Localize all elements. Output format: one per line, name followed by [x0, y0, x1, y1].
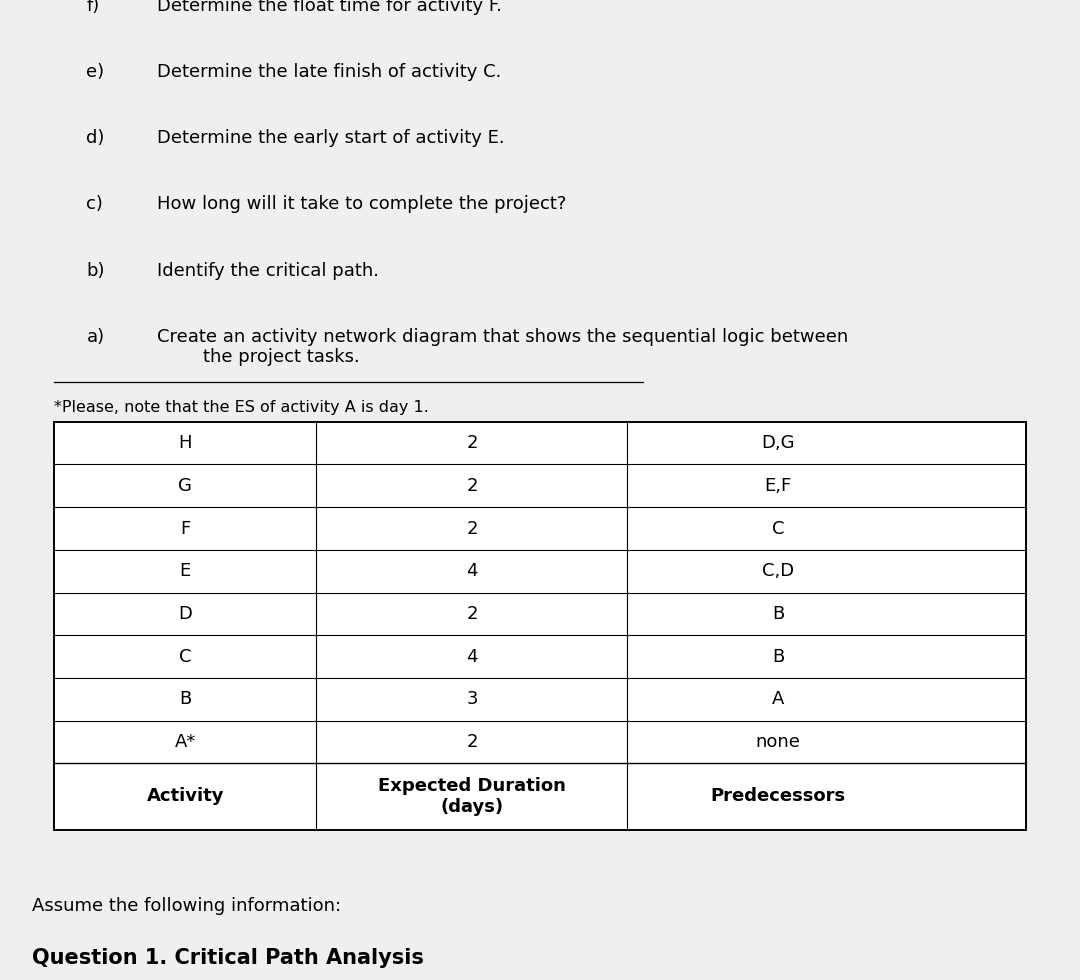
Text: d): d) — [86, 129, 105, 147]
Text: 2: 2 — [467, 434, 477, 452]
Text: A: A — [772, 690, 784, 709]
Text: Determine the float time for activity F.: Determine the float time for activity F. — [157, 0, 501, 16]
Text: D,G: D,G — [761, 434, 795, 452]
Text: Question 1. Critical Path Analysis: Question 1. Critical Path Analysis — [32, 948, 424, 968]
Text: D: D — [178, 605, 192, 623]
Text: G: G — [178, 477, 192, 495]
Text: C,D: C,D — [762, 563, 794, 580]
FancyBboxPatch shape — [54, 421, 1026, 829]
Text: e): e) — [86, 64, 105, 81]
Text: f): f) — [86, 0, 99, 16]
Text: E,F: E,F — [765, 477, 792, 495]
Text: B: B — [772, 648, 784, 665]
Text: 2: 2 — [467, 605, 477, 623]
Text: *Please, note that the ES of activity A is day 1.: *Please, note that the ES of activity A … — [54, 401, 429, 416]
Text: 2: 2 — [467, 519, 477, 537]
Text: B: B — [179, 690, 191, 709]
Text: 2: 2 — [467, 477, 477, 495]
Text: C: C — [772, 519, 784, 537]
Text: 3: 3 — [467, 690, 477, 709]
Text: 4: 4 — [467, 648, 477, 665]
Text: 2: 2 — [467, 733, 477, 751]
Text: E: E — [179, 563, 191, 580]
Text: 4: 4 — [467, 563, 477, 580]
Text: Predecessors: Predecessors — [711, 788, 846, 806]
Text: Assume the following information:: Assume the following information: — [32, 898, 341, 915]
Text: C: C — [179, 648, 191, 665]
Text: none: none — [756, 733, 800, 751]
Text: Expected Duration
(days): Expected Duration (days) — [378, 777, 566, 816]
Text: B: B — [772, 605, 784, 623]
Text: H: H — [178, 434, 192, 452]
Text: b): b) — [86, 262, 105, 279]
Text: A*: A* — [175, 733, 195, 751]
Text: Create an activity network diagram that shows the sequential logic between
     : Create an activity network diagram that … — [157, 327, 848, 367]
Text: c): c) — [86, 195, 104, 214]
Text: How long will it take to complete the project?: How long will it take to complete the pr… — [157, 195, 566, 214]
Text: Determine the late finish of activity C.: Determine the late finish of activity C. — [157, 64, 501, 81]
Text: F: F — [180, 519, 190, 537]
Text: Identify the critical path.: Identify the critical path. — [157, 262, 379, 279]
Text: Determine the early start of activity E.: Determine the early start of activity E. — [157, 129, 504, 147]
Text: Activity: Activity — [147, 788, 224, 806]
Text: a): a) — [86, 327, 105, 346]
